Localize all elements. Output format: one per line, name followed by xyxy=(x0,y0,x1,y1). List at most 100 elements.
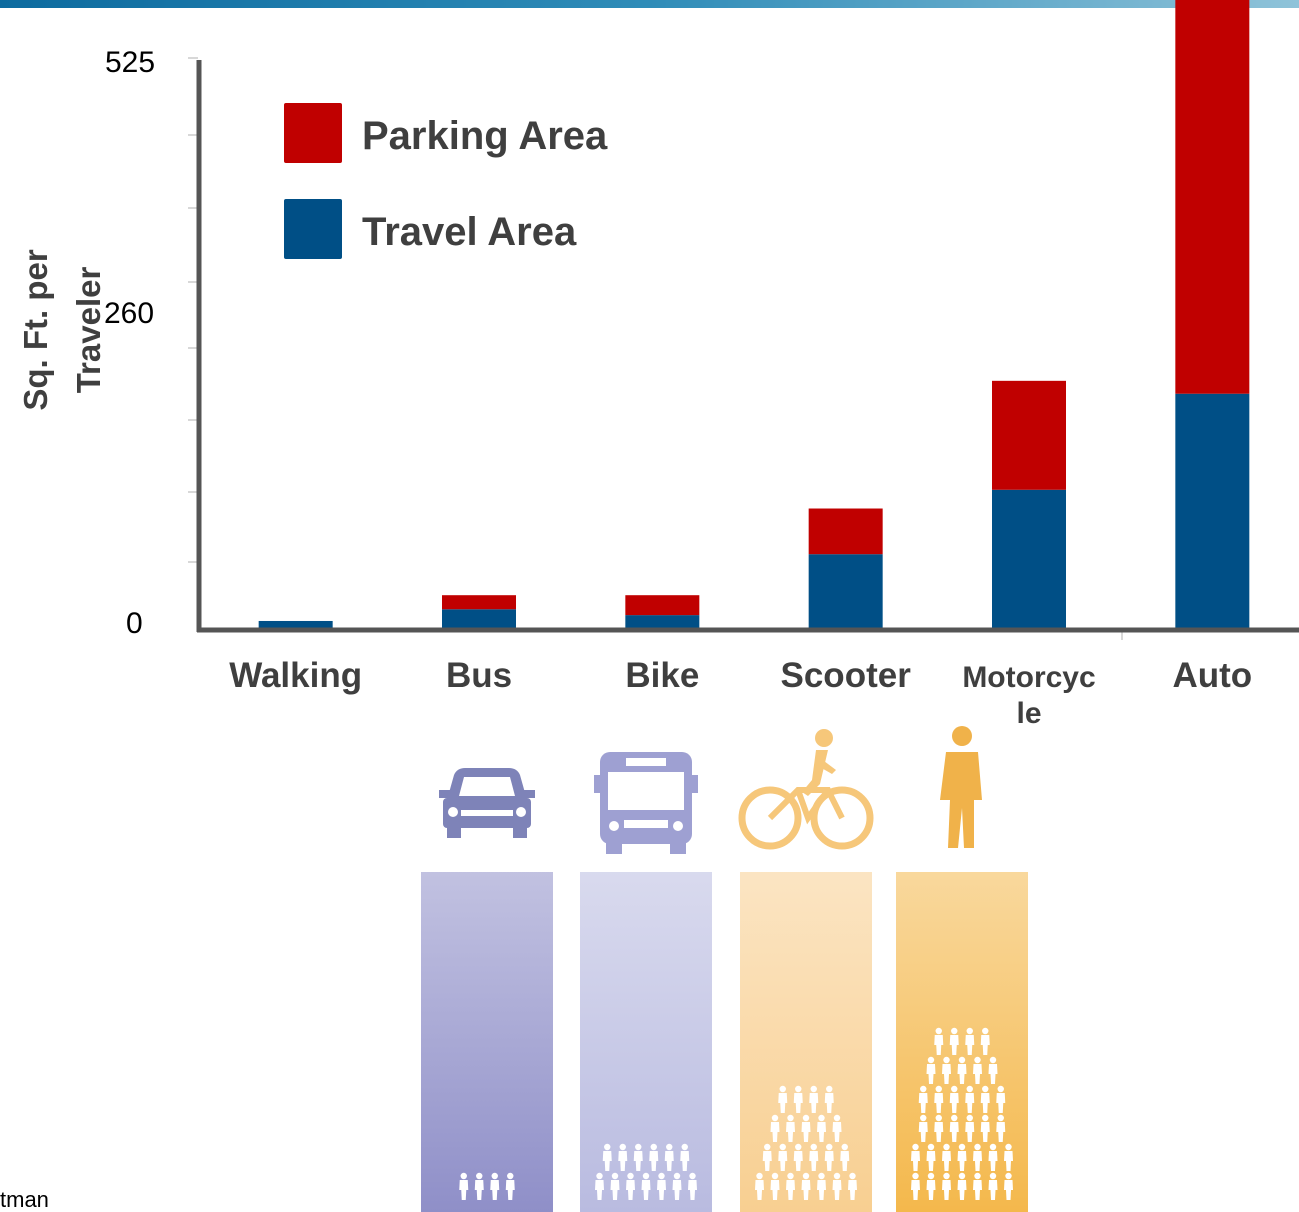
person-icon xyxy=(911,1143,920,1171)
y-tick-label: 260 xyxy=(104,297,154,330)
person-icon xyxy=(949,1027,959,1055)
person-icon xyxy=(980,1027,990,1055)
person-icon xyxy=(657,1172,666,1200)
person-icon xyxy=(934,1027,944,1055)
infographic-column xyxy=(896,872,1028,1212)
bar-parking-area-scooter xyxy=(808,508,883,555)
person-icon xyxy=(762,1143,772,1171)
y-tick-label: 525 xyxy=(105,46,155,79)
person-icon xyxy=(610,1172,620,1200)
person-icon xyxy=(770,1114,780,1142)
legend-label: Parking Area xyxy=(362,114,608,158)
person-icon xyxy=(1004,1172,1013,1200)
x-tick-label: le xyxy=(1016,697,1041,730)
person-icon xyxy=(786,1172,795,1200)
person-icon xyxy=(817,1172,826,1200)
people-group xyxy=(911,1027,1013,1200)
person-icon xyxy=(641,1172,651,1200)
infographic-column xyxy=(421,872,553,1212)
person-icon xyxy=(840,1143,850,1171)
source-note: tman xyxy=(0,1188,49,1212)
person-icon xyxy=(770,1172,780,1200)
person-icon xyxy=(633,1143,643,1171)
person-icon xyxy=(626,1172,635,1200)
person-icon xyxy=(934,1114,944,1142)
person-icon xyxy=(459,1172,469,1200)
person-icon xyxy=(680,1143,690,1171)
person-icon xyxy=(649,1143,659,1171)
people-group xyxy=(755,1085,857,1200)
person-icon xyxy=(965,1085,975,1113)
person-icon xyxy=(996,1085,1006,1113)
person-icon xyxy=(490,1172,500,1200)
person-icon xyxy=(801,1114,811,1142)
bar-travel-area-bus xyxy=(442,609,516,628)
person-icon xyxy=(595,1172,604,1200)
bar-travel-area-walking xyxy=(258,620,333,628)
person-icon xyxy=(505,1172,515,1200)
person-icon xyxy=(793,1143,803,1171)
x-tick-label: Bus xyxy=(446,656,512,695)
person-icon xyxy=(786,1114,795,1142)
bar-travel-area-auto xyxy=(1175,393,1250,628)
person-icon xyxy=(988,1056,998,1084)
person-icon xyxy=(755,1172,764,1200)
infographic-column xyxy=(580,872,712,1212)
person-icon xyxy=(957,1172,967,1200)
person-icon xyxy=(926,1143,936,1171)
person-icon xyxy=(832,1172,842,1200)
bus-icon xyxy=(594,752,698,854)
y-axis-title-line: Sq. Ft. per xyxy=(17,249,54,411)
person-icon xyxy=(988,1143,998,1171)
person-icon xyxy=(801,1172,811,1200)
bar-travel-area-bike xyxy=(625,615,700,628)
x-tick-label: Bike xyxy=(625,656,699,695)
x-tick-label: Motorcyc xyxy=(962,661,1095,694)
person-icon xyxy=(996,1114,1006,1142)
legend-swatch-parking-area xyxy=(284,103,342,163)
x-tick-label: Auto xyxy=(1172,656,1252,695)
person-icon xyxy=(824,1085,834,1113)
car-icon xyxy=(439,768,535,838)
person-icon xyxy=(949,1085,959,1113)
person-icon xyxy=(965,1114,975,1142)
person-icon xyxy=(809,1085,819,1113)
person-icon xyxy=(934,1085,944,1113)
legend-swatch-travel-area xyxy=(284,199,342,259)
y-axis-title: Sq. Ft. per Traveler xyxy=(17,249,107,411)
x-tick-label: Scooter xyxy=(781,656,912,695)
bar-travel-area-scooter xyxy=(808,554,883,628)
person-icon xyxy=(918,1085,928,1113)
person-icon xyxy=(957,1056,967,1084)
person-icon xyxy=(618,1143,628,1171)
person-icon xyxy=(688,1172,697,1200)
bar-parking-area-bike xyxy=(625,595,700,616)
person-icon xyxy=(973,1143,982,1171)
person-icon xyxy=(1004,1143,1013,1171)
person-icon xyxy=(602,1143,612,1171)
bar-parking-area-bus xyxy=(442,595,516,610)
person-icon xyxy=(957,1143,967,1171)
person-icon xyxy=(965,1027,975,1055)
person-icon xyxy=(942,1056,951,1084)
person-icon xyxy=(832,1114,842,1142)
people-group xyxy=(459,1172,515,1200)
person-icon xyxy=(793,1085,803,1113)
legend-label: Travel Area xyxy=(362,210,577,254)
person-icon xyxy=(973,1172,982,1200)
bar-travel-area-motorcycle xyxy=(992,489,1066,628)
person-icon xyxy=(926,1172,936,1200)
person-icon xyxy=(474,1172,484,1200)
person-icon xyxy=(824,1143,834,1171)
person-icon xyxy=(664,1143,674,1171)
person-icon xyxy=(911,1172,920,1200)
person-icon xyxy=(980,1085,990,1113)
person-icon xyxy=(980,1114,990,1142)
bar-parking-area-motorcycle xyxy=(992,380,1066,490)
person-icon xyxy=(809,1143,819,1171)
person-icon xyxy=(973,1056,982,1084)
person-icon xyxy=(926,1056,936,1084)
person-icon xyxy=(817,1114,826,1142)
header-rule xyxy=(0,0,1299,8)
person-icon xyxy=(988,1172,998,1200)
